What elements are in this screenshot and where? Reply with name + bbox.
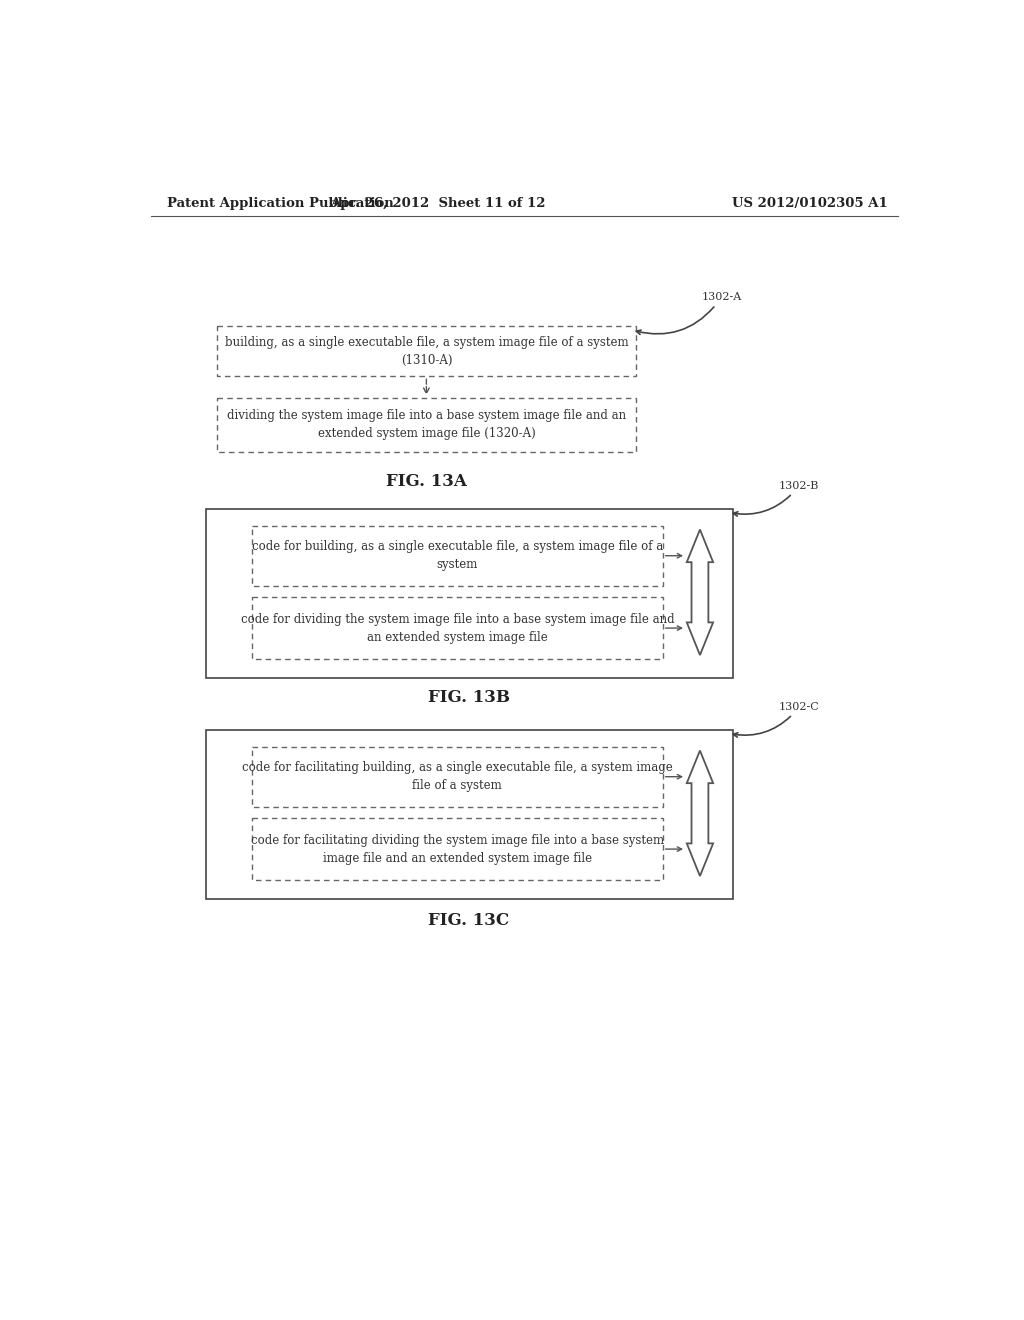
Text: code for dividing the system image file into a base system image file and
an ext: code for dividing the system image file … — [241, 612, 674, 644]
Text: 1302-C: 1302-C — [733, 702, 820, 737]
Text: code for building, as a single executable file, a system image file of a
system: code for building, as a single executabl… — [252, 540, 663, 572]
Polygon shape — [687, 529, 713, 655]
Bar — [206, 730, 732, 899]
Text: US 2012/0102305 A1: US 2012/0102305 A1 — [732, 197, 888, 210]
Text: code for facilitating dividing the system image file into a base system
image fi: code for facilitating dividing the syste… — [251, 834, 664, 865]
Bar — [252, 597, 663, 659]
Bar — [206, 508, 732, 678]
Text: FIG. 13A: FIG. 13A — [386, 474, 467, 490]
Text: dividing the system image file into a base system image file and an
extended sys: dividing the system image file into a ba… — [226, 409, 626, 441]
Text: FIG. 13B: FIG. 13B — [428, 689, 510, 706]
Text: FIG. 13C: FIG. 13C — [428, 912, 510, 929]
Text: code for facilitating building, as a single executable file, a system image
file: code for facilitating building, as a sin… — [242, 762, 673, 792]
Polygon shape — [687, 751, 713, 876]
Bar — [217, 326, 636, 376]
Bar — [252, 747, 663, 807]
Bar — [252, 818, 663, 880]
Text: Apr. 26, 2012  Sheet 11 of 12: Apr. 26, 2012 Sheet 11 of 12 — [331, 197, 546, 210]
Bar — [217, 397, 636, 451]
Text: 1302-A: 1302-A — [636, 292, 741, 334]
Bar — [252, 525, 663, 586]
Text: 1302-B: 1302-B — [733, 480, 819, 516]
Text: Patent Application Publication: Patent Application Publication — [167, 197, 393, 210]
Text: building, as a single executable file, a system image file of a system
(1310-A): building, as a single executable file, a… — [224, 335, 628, 367]
